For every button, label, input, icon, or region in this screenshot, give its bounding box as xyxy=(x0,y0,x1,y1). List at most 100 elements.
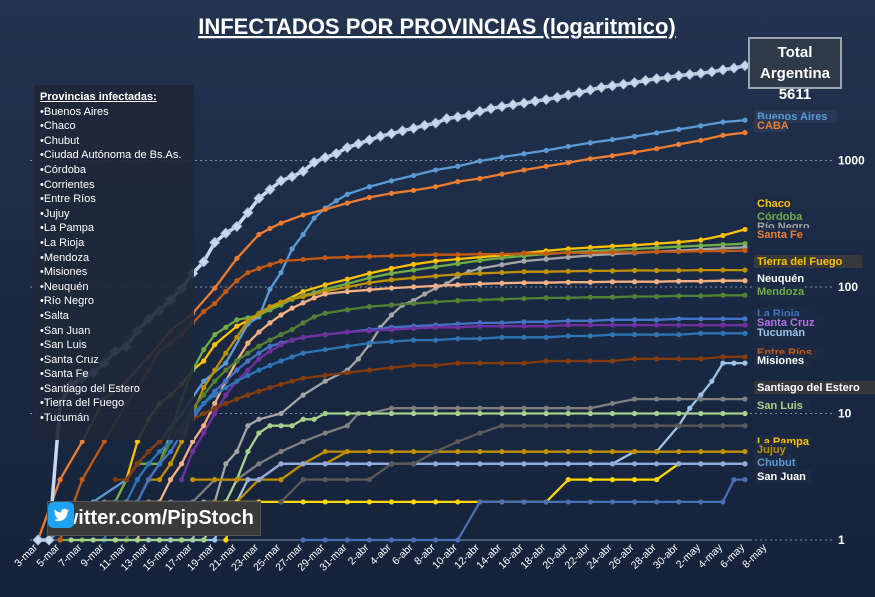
data-point xyxy=(167,461,174,467)
end-label-bg xyxy=(754,456,799,469)
y-tick-label: 100 xyxy=(838,280,858,294)
data-point xyxy=(529,95,541,107)
data-point xyxy=(167,477,174,483)
data-point xyxy=(543,250,549,257)
data-point xyxy=(267,348,273,354)
data-point xyxy=(720,410,726,417)
data-point xyxy=(720,461,726,467)
data-point xyxy=(499,171,505,177)
data-point xyxy=(609,322,616,328)
x-tick-label: 5-mar xyxy=(34,541,62,569)
data-point xyxy=(223,324,229,330)
end-label-bg xyxy=(754,326,805,339)
data-point xyxy=(322,378,328,384)
end-label-bg xyxy=(754,285,805,298)
data-point xyxy=(720,292,726,298)
data-point xyxy=(245,269,251,276)
data-point xyxy=(278,448,284,455)
data-point xyxy=(720,448,726,455)
data-point xyxy=(742,117,748,123)
data-point xyxy=(297,165,309,177)
twitter-handle[interactable]: Twitter.com/PipStoch xyxy=(52,507,254,529)
data-point xyxy=(322,206,328,213)
data-point xyxy=(565,410,571,417)
twitter-bird-icon xyxy=(48,502,74,528)
data-point xyxy=(609,279,616,285)
data-point xyxy=(455,260,461,267)
data-point xyxy=(521,360,527,366)
data-point xyxy=(344,461,350,467)
data-point xyxy=(344,191,350,197)
data-point xyxy=(720,278,726,284)
data-point xyxy=(223,537,229,543)
data-point xyxy=(322,430,328,436)
end-label: Santa Fe xyxy=(757,229,803,241)
data-point xyxy=(223,360,229,366)
data-point xyxy=(676,332,682,338)
data-point xyxy=(245,318,251,324)
data-point xyxy=(521,269,527,275)
data-point xyxy=(477,158,483,164)
data-point xyxy=(654,410,660,417)
data-point xyxy=(565,279,571,285)
data-point xyxy=(366,253,373,260)
data-point xyxy=(344,329,350,335)
twitter-badge[interactable]: Twitter.com/PipStoch xyxy=(47,501,261,536)
data-point xyxy=(245,372,251,378)
data-point xyxy=(278,258,284,264)
data-point xyxy=(101,438,107,445)
data-point xyxy=(256,350,262,356)
data-point xyxy=(300,231,306,238)
data-point xyxy=(676,278,682,284)
data-point xyxy=(455,256,461,262)
data-point xyxy=(267,423,273,429)
legend-item: •Santa Cruz xyxy=(40,353,99,366)
data-point xyxy=(565,250,571,256)
x-tick-label: 6-abr xyxy=(390,541,416,567)
data-point xyxy=(388,448,395,455)
data-point xyxy=(256,367,262,373)
data-point xyxy=(654,293,660,300)
data-point xyxy=(300,350,306,356)
data-point xyxy=(410,362,417,368)
legend-item: •Jujuy xyxy=(40,207,70,220)
data-point xyxy=(631,293,638,300)
data-point xyxy=(322,537,328,543)
end-label-bg xyxy=(754,399,812,412)
data-point xyxy=(587,410,593,417)
data-point xyxy=(521,423,527,429)
data-point xyxy=(112,537,118,543)
data-point xyxy=(289,305,295,311)
data-point xyxy=(278,299,284,305)
legend-item: •Neuquén xyxy=(40,280,89,293)
data-point xyxy=(698,499,704,505)
data-point xyxy=(388,285,395,291)
data-point xyxy=(731,360,737,366)
data-point xyxy=(245,350,251,356)
data-point xyxy=(698,267,704,273)
end-label-bg xyxy=(754,272,805,285)
data-point xyxy=(311,295,317,301)
data-point xyxy=(499,405,505,411)
data-point xyxy=(57,477,63,483)
data-point xyxy=(455,271,461,277)
data-point xyxy=(319,151,331,164)
data-point xyxy=(134,477,141,483)
data-point xyxy=(344,370,350,376)
data-point xyxy=(344,423,350,429)
data-point xyxy=(609,153,616,159)
data-point xyxy=(477,430,483,436)
data-point xyxy=(565,322,571,328)
data-point xyxy=(474,105,486,117)
data-point xyxy=(322,346,328,353)
data-point xyxy=(419,119,431,131)
data-point xyxy=(388,461,395,467)
data-point xyxy=(584,84,596,96)
end-label: Neuquén xyxy=(757,273,804,285)
data-point xyxy=(344,410,350,417)
data-point xyxy=(388,270,395,277)
end-label: Mendoza xyxy=(757,286,805,298)
data-point xyxy=(676,410,682,417)
data-point xyxy=(477,175,483,182)
legend-item: •Misiones xyxy=(40,266,88,279)
